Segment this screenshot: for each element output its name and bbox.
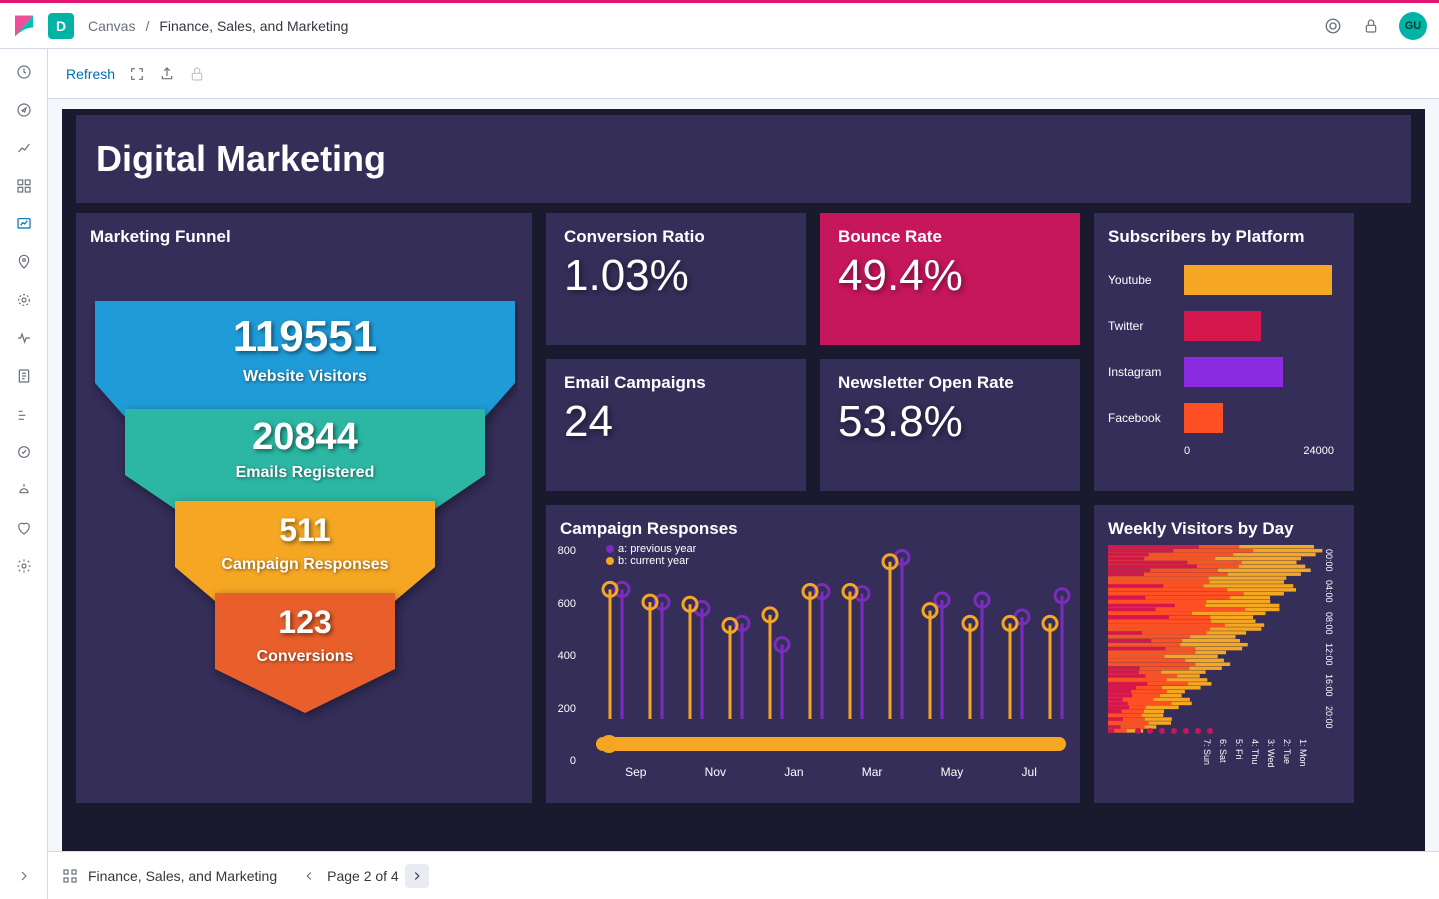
- kibana-logo-icon: [12, 14, 36, 38]
- edit-lock-icon: [189, 66, 205, 82]
- subscriber-label: Instagram: [1108, 365, 1174, 379]
- share-icon[interactable]: [159, 66, 175, 82]
- weekly-chart: 00:0004:0008:0012:0016:0020:00 1: Mon2: …: [1108, 545, 1346, 765]
- nav-ml-icon[interactable]: [15, 291, 33, 309]
- subscribers-title: Subscribers by Platform: [1108, 227, 1340, 247]
- breadcrumb-root[interactable]: Canvas: [88, 18, 135, 34]
- email-campaigns-value: 24: [564, 397, 788, 447]
- nav-siem-icon[interactable]: [15, 481, 33, 499]
- space-selector-button[interactable]: D: [48, 13, 74, 39]
- subscriber-bar: [1184, 357, 1283, 387]
- nav-apm-icon[interactable]: [15, 405, 33, 423]
- subscriber-label: Twitter: [1108, 319, 1174, 333]
- nav-dashboard-icon[interactable]: [15, 177, 33, 195]
- subs-axis-min: 0: [1184, 445, 1190, 457]
- svg-text:Conversions: Conversions: [257, 648, 354, 665]
- conversion-ratio-card: Conversion Ratio 1.03%: [546, 213, 806, 345]
- next-page-button[interactable]: [405, 864, 429, 888]
- nav-logs-icon[interactable]: [15, 367, 33, 385]
- nav-metrics-icon[interactable]: [15, 329, 33, 347]
- refresh-button[interactable]: Refresh: [66, 66, 115, 82]
- nav-canvas-icon[interactable]: [15, 215, 33, 233]
- subscriber-row: Facebook: [1108, 395, 1340, 441]
- weekly-visitors-title: Weekly Visitors by Day: [1108, 519, 1346, 539]
- svg-text:Website Visitors: Website Visitors: [243, 368, 367, 385]
- workpad-name: Finance, Sales, and Marketing: [88, 868, 277, 884]
- svg-text:123: 123: [278, 604, 331, 640]
- subscriber-bar: [1184, 311, 1261, 341]
- dashboard-title: Digital Marketing: [96, 138, 386, 180]
- prev-page-button[interactable]: [297, 864, 321, 888]
- newsfeed-icon[interactable]: [1323, 16, 1343, 36]
- campaign-chart: [596, 549, 1066, 759]
- nav-collapse-icon[interactable]: [15, 867, 33, 885]
- campaign-responses-panel: Campaign Responses 8006004002000 a: prev…: [546, 505, 1080, 803]
- subscriber-row: Instagram: [1108, 349, 1340, 395]
- page-manager-icon[interactable]: [62, 868, 78, 884]
- user-avatar[interactable]: GU: [1399, 12, 1427, 40]
- title-panel: Digital Marketing: [76, 115, 1411, 203]
- nav-visualize-icon[interactable]: [15, 139, 33, 157]
- bounce-rate-card: Bounce Rate 49.4%: [820, 213, 1080, 345]
- page-indicator: Page 2 of 4: [327, 868, 399, 884]
- nav-heartbeat-icon[interactable]: [15, 519, 33, 537]
- newsletter-open-value: 53.8%: [838, 397, 1062, 447]
- subscriber-row: Youtube: [1108, 257, 1340, 303]
- svg-text:Campaign Responses: Campaign Responses: [221, 556, 388, 573]
- breadcrumb: Canvas / Finance, Sales, and Marketing: [88, 18, 348, 34]
- subscriber-row: Twitter: [1108, 303, 1340, 349]
- campaign-range-slider[interactable]: [596, 737, 1066, 751]
- funnel-chart: 119551 Website Visitors 20844 Emails Regist…: [90, 301, 518, 781]
- workpad-canvas: Digital Marketing Marketing Funnel 11955…: [62, 109, 1425, 851]
- svg-text:Emails Registered: Emails Registered: [236, 464, 375, 481]
- email-campaigns-card: Email Campaigns 24: [546, 359, 806, 491]
- svg-text:20844: 20844: [252, 416, 358, 458]
- subscriber-label: Facebook: [1108, 411, 1174, 425]
- bounce-rate-value: 49.4%: [838, 251, 1062, 301]
- svg-text:119551: 119551: [233, 312, 377, 361]
- newsletter-open-card: Newsletter Open Rate 53.8%: [820, 359, 1080, 491]
- nav-discover-icon[interactable]: [15, 101, 33, 119]
- subscribers-panel: Subscribers by Platform Youtube Twitter In…: [1094, 213, 1354, 491]
- app-sidebar: [0, 49, 48, 899]
- nav-uptime-icon[interactable]: [15, 443, 33, 461]
- svg-text:511: 511: [279, 512, 331, 548]
- weekly-visitors-panel: Weekly Visitors by Day 00:0004:0008:0012…: [1094, 505, 1354, 803]
- nav-settings-icon[interactable]: [15, 557, 33, 575]
- funnel-title: Marketing Funnel: [90, 227, 518, 247]
- lock-icon[interactable]: [1361, 16, 1381, 36]
- fullscreen-icon[interactable]: [129, 66, 145, 82]
- subscriber-bar: [1184, 265, 1332, 295]
- funnel-panel: Marketing Funnel 119551 Website Visitors 2…: [76, 213, 532, 803]
- canvas-toolbar: Refresh: [48, 49, 1439, 99]
- breadcrumb-current: Finance, Sales, and Marketing: [159, 18, 348, 34]
- global-header: D Canvas / Finance, Sales, and Marketing…: [0, 3, 1439, 49]
- nav-recent-icon[interactable]: [15, 63, 33, 81]
- nav-maps-icon[interactable]: [15, 253, 33, 271]
- conversion-ratio-value: 1.03%: [564, 251, 788, 301]
- subs-axis-max: 24000: [1303, 445, 1334, 457]
- campaign-responses-title: Campaign Responses: [560, 519, 1066, 539]
- subscriber-label: Youtube: [1108, 273, 1174, 287]
- subscriber-bar: [1184, 403, 1223, 433]
- canvas-footer: Finance, Sales, and Marketing Page 2 of …: [48, 851, 1439, 899]
